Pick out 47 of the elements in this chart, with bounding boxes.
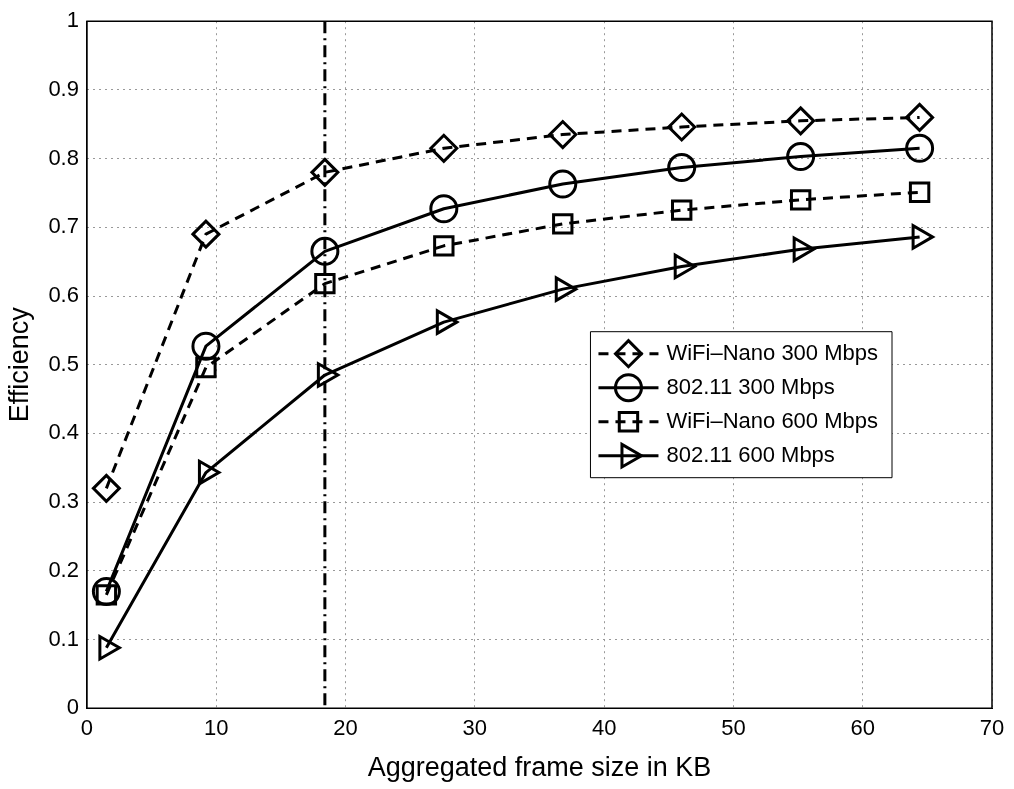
x-tick-label: 50 [721, 715, 746, 741]
y-tick-label: 0.5 [48, 350, 79, 376]
point [91, 576, 121, 606]
y-tick-label: 1 [66, 7, 79, 33]
point [786, 142, 816, 172]
point [310, 157, 340, 187]
y-tick-label: 0.4 [48, 419, 79, 445]
point [548, 120, 578, 150]
y-tick-label: 0.2 [48, 556, 79, 582]
y-tick-label: 0.3 [48, 488, 79, 514]
x-tick-label: 40 [591, 715, 617, 741]
point [195, 356, 217, 379]
point [314, 272, 336, 295]
legend-label: WiFi–Nano 600 Mbps [666, 407, 879, 433]
y-axis-title: Efficiency [3, 306, 34, 423]
point [310, 236, 340, 266]
point [905, 102, 935, 132]
x-tick-label: 60 [850, 715, 875, 741]
legend-label: WiFi–Nano 300 Mbps [666, 339, 879, 365]
point [548, 169, 578, 199]
legend-label: 802.11 300 Mbps [666, 373, 835, 399]
point [429, 194, 459, 224]
x-tick-label: 10 [204, 715, 229, 741]
point [905, 133, 935, 163]
point [789, 189, 812, 211]
point [671, 199, 693, 221]
y-tick-label: 0.9 [48, 75, 79, 101]
legend-label: 802.11 600 Mbps [666, 441, 835, 467]
point [433, 235, 455, 257]
point [91, 473, 121, 503]
y-tick-label: 0.7 [48, 213, 79, 239]
x-tick-label: 30 [462, 715, 488, 741]
point [552, 213, 574, 235]
y-tick-label: 0.8 [48, 144, 79, 170]
x-axis-title: Aggregated frame size in KB [367, 752, 712, 783]
point [667, 153, 697, 183]
y-tick-label: 0 [66, 694, 79, 720]
point [191, 331, 221, 361]
x-tick-label: 20 [333, 715, 358, 741]
point [786, 106, 816, 136]
y-tick-label: 0.6 [48, 282, 79, 308]
y-tick-label: 0.1 [48, 625, 79, 651]
point [908, 181, 931, 203]
point [191, 219, 221, 249]
point [429, 133, 459, 163]
x-tick-label: 70 [979, 715, 1005, 741]
point [667, 112, 697, 142]
